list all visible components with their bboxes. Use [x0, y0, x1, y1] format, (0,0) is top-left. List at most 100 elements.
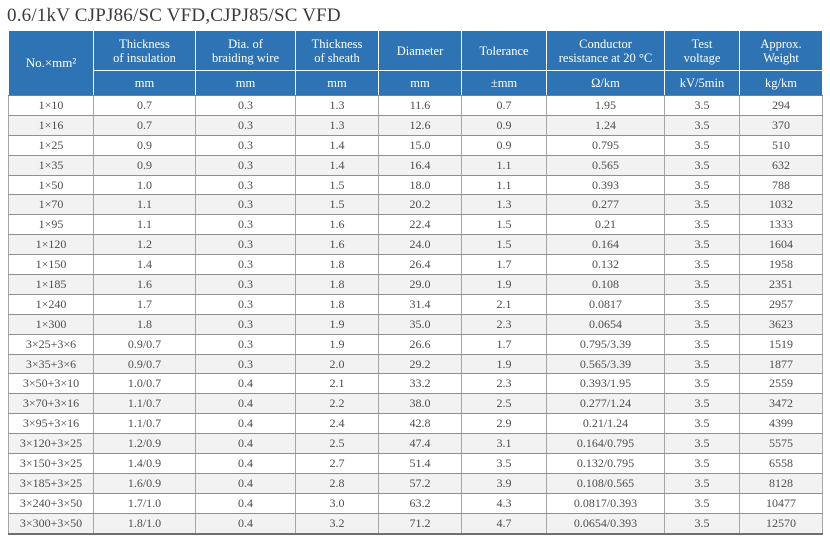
unit-tolerance: ±mm	[461, 70, 547, 96]
cell-size: 3×120+3×25	[8, 433, 94, 455]
cell-test-voltage: 3.5	[664, 313, 740, 335]
column-header-conductor-resistance: Conductor resistance at 20 °C	[546, 30, 665, 71]
cell-sheath-thickness: 3.0	[295, 492, 379, 514]
cell-braiding-wire-dia: 0.3	[195, 234, 296, 256]
cell-braiding-wire-dia: 0.3	[195, 214, 296, 236]
cell-braiding-wire-dia: 0.4	[195, 433, 296, 455]
cell-braiding-wire-dia: 0.3	[195, 353, 296, 375]
cell-diameter: 26.4	[378, 254, 462, 276]
cell-sheath-thickness: 1.8	[295, 274, 379, 295]
cell-braiding-wire-dia: 0.4	[195, 472, 296, 494]
cell-size: 1×185	[8, 274, 94, 295]
table-row: 3×300+3×50 1.8/1.0 0.4 3.2 71.2 4.7 0.06…	[8, 512, 823, 535]
cell-approx-weight: 2351	[739, 274, 823, 295]
cell-conductor-resistance: 0.277	[546, 194, 665, 216]
header-label-row: No.×mm² Thickness of insulation Dia. of …	[8, 30, 823, 96]
cell-diameter: 29.2	[378, 353, 462, 375]
cell-size: 3×95+3×16	[8, 413, 94, 435]
cell-tolerance: 2.5	[461, 393, 547, 415]
cell-test-voltage: 3.5	[664, 254, 740, 276]
table-row: 3×185+3×25 1.6/0.9 0.4 2.8 57.2 3.9 0.10…	[8, 472, 823, 494]
cell-tolerance: 1.5	[461, 214, 547, 236]
table-row: 1×16 0.7 0.3 1.3 12.6 0.9 1.24 3.5 370	[8, 114, 823, 136]
cell-conductor-resistance: 0.164	[546, 234, 665, 256]
unit-insulation-thickness: mm	[93, 70, 196, 96]
cell-approx-weight: 12570	[739, 512, 823, 535]
cell-size: 3×150+3×25	[8, 453, 94, 474]
cell-tolerance: 4.3	[461, 492, 547, 514]
cell-insulation-thickness: 0.7	[93, 95, 196, 116]
cell-braiding-wire-dia: 0.3	[195, 293, 296, 315]
cell-size: 3×185+3×25	[8, 472, 94, 494]
cell-sheath-thickness: 2.8	[295, 472, 379, 494]
column-header-approx-weight: Approx. Weight	[739, 30, 823, 71]
cell-sheath-thickness: 2.5	[295, 433, 379, 455]
cell-tolerance: 2.1	[461, 293, 547, 315]
cell-tolerance: 2.3	[461, 373, 547, 395]
table-row: 1×240 1.7 0.3 1.8 31.4 2.1 0.0817 3.5 29…	[8, 293, 823, 315]
column-header-sheath-thickness: Thickness of sheath	[295, 30, 379, 71]
table-row: 3×95+3×16 1.1/0.7 0.4 2.4 42.8 2.9 0.21/…	[8, 413, 823, 435]
cell-tolerance: 1.7	[461, 333, 547, 355]
cell-diameter: 20.2	[378, 194, 462, 216]
cell-approx-weight: 4399	[739, 413, 823, 435]
cell-test-voltage: 3.5	[664, 453, 740, 474]
cell-size: 1×25	[8, 134, 94, 156]
cell-conductor-resistance: 0.21/1.24	[546, 413, 665, 435]
cell-tolerance: 3.5	[461, 453, 547, 474]
cell-conductor-resistance: 0.0654	[546, 313, 665, 335]
cell-size: 3×70+3×16	[8, 393, 94, 415]
cable-spec-table: No.×mm² Thickness of insulation Dia. of …	[8, 30, 823, 535]
cell-insulation-thickness: 1.2/0.9	[93, 433, 196, 455]
cell-approx-weight: 5575	[739, 433, 823, 455]
cell-braiding-wire-dia: 0.3	[195, 313, 296, 335]
unit-diameter: mm	[378, 70, 462, 96]
cell-braiding-wire-dia: 0.3	[195, 333, 296, 355]
cell-conductor-resistance: 0.21	[546, 214, 665, 236]
cell-size: 1×240	[8, 293, 94, 315]
cell-diameter: 33.2	[378, 373, 462, 395]
cell-diameter: 22.4	[378, 214, 462, 236]
table-row: 1×150 1.4 0.3 1.8 26.4 1.7 0.132 3.5 195…	[8, 254, 823, 276]
cell-sheath-thickness: 1.4	[295, 154, 379, 176]
cell-size: 3×25+3×6	[8, 333, 94, 355]
cell-sheath-thickness: 2.2	[295, 393, 379, 415]
cell-tolerance: 1.5	[461, 234, 547, 256]
cell-tolerance: 3.9	[461, 472, 547, 494]
cell-diameter: 42.8	[378, 413, 462, 435]
cell-approx-weight: 510	[739, 134, 823, 156]
cell-diameter: 47.4	[378, 433, 462, 455]
page-title: 0.6/1kV CJPJ86/SC VFD,CJPJ85/SC VFD	[7, 5, 341, 26]
cell-tolerance: 1.1	[461, 154, 547, 176]
cell-conductor-resistance: 0.795	[546, 134, 665, 156]
cell-braiding-wire-dia: 0.3	[195, 274, 296, 295]
cell-size: 3×300+3×50	[8, 512, 94, 535]
cell-size: 1×16	[8, 114, 94, 136]
cell-test-voltage: 3.5	[664, 472, 740, 494]
cell-tolerance: 1.1	[461, 174, 547, 196]
table-row: 3×50+3×10 1.0/0.7 0.4 2.1 33.2 2.3 0.393…	[8, 373, 823, 395]
cell-test-voltage: 3.5	[664, 413, 740, 435]
column-header-braiding-wire-dia: Dia. of braiding wire	[195, 30, 296, 71]
cell-braiding-wire-dia: 0.4	[195, 393, 296, 415]
cell-conductor-resistance: 0.393/1.95	[546, 373, 665, 395]
cell-conductor-resistance: 0.277/1.24	[546, 393, 665, 415]
cell-sheath-thickness: 1.3	[295, 114, 379, 136]
cell-conductor-resistance: 0.164/0.795	[546, 433, 665, 455]
cell-insulation-thickness: 1.1/0.7	[93, 393, 196, 415]
table-row: 3×35+3×6 0.9/0.7 0.3 2.0 29.2 1.9 0.565/…	[8, 353, 823, 375]
table-row: 3×150+3×25 1.4/0.9 0.4 2.7 51.4 3.5 0.13…	[8, 453, 823, 474]
cell-insulation-thickness: 0.9	[93, 154, 196, 176]
cell-size: 3×50+3×10	[8, 373, 94, 395]
cell-braiding-wire-dia: 0.3	[195, 154, 296, 176]
cell-insulation-thickness: 1.4/0.9	[93, 453, 196, 474]
cell-tolerance: 1.7	[461, 254, 547, 276]
cell-tolerance: 1.3	[461, 194, 547, 216]
cell-conductor-resistance: 1.95	[546, 95, 665, 116]
cell-test-voltage: 3.5	[664, 492, 740, 514]
cell-conductor-resistance: 0.108/0.565	[546, 472, 665, 494]
cell-diameter: 51.4	[378, 453, 462, 474]
cell-sheath-thickness: 1.9	[295, 313, 379, 335]
cell-approx-weight: 1958	[739, 254, 823, 276]
cell-approx-weight: 1877	[739, 353, 823, 375]
